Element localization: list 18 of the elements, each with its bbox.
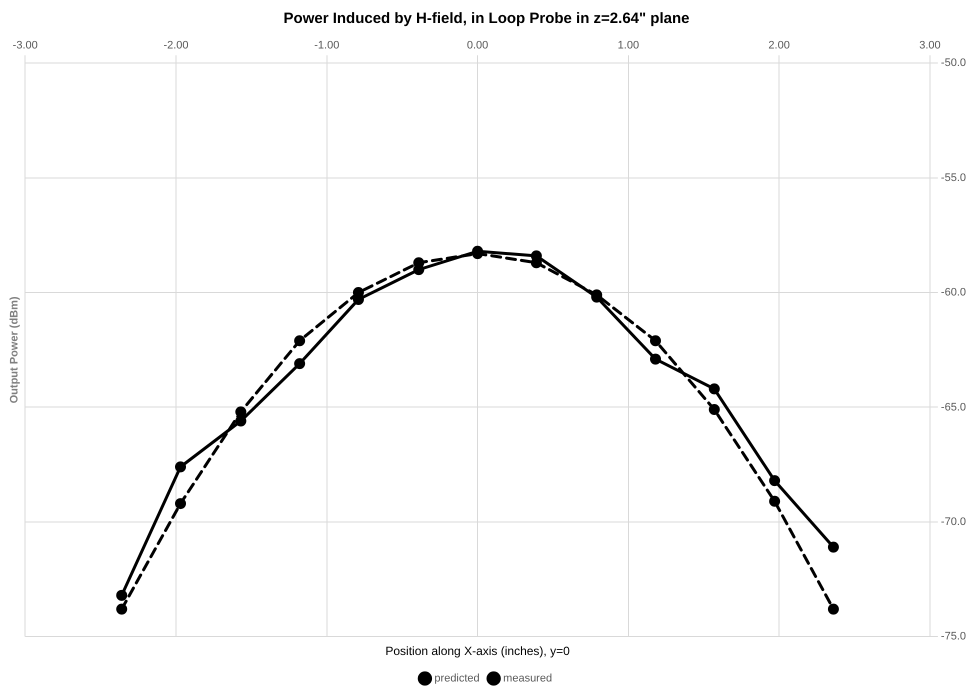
y-tick-label: -50.0: [940, 57, 966, 70]
legend-label: measured: [503, 672, 552, 685]
x-tick-label: -1.00: [314, 40, 340, 52]
y-axis-title: Output Power (dBm): [8, 296, 21, 404]
x-tick-label: 1.00: [618, 40, 640, 52]
x-tick-label: -3.00: [12, 40, 38, 52]
x-tick-label: -2.00: [163, 40, 189, 52]
y-tick-label: -75.0: [940, 630, 966, 643]
y-tick-label: -55.0: [940, 172, 966, 184]
x-tick-label: 3.00: [919, 40, 941, 52]
legend-label: predicted: [434, 672, 480, 685]
chart-title: Power Induced by H-field, in Loop Probe in z=2.64" plane: [284, 10, 690, 28]
y-tick-label: -65.0: [940, 401, 966, 414]
x-tick-label: 0.00: [466, 40, 488, 52]
y-tick-label: -60.0: [940, 286, 966, 299]
x-tick-label: 2.00: [768, 40, 790, 52]
x-axis-title: Position along X-axis (inches), y=0: [385, 644, 570, 658]
y-tick-label: -70.0: [940, 516, 966, 528]
